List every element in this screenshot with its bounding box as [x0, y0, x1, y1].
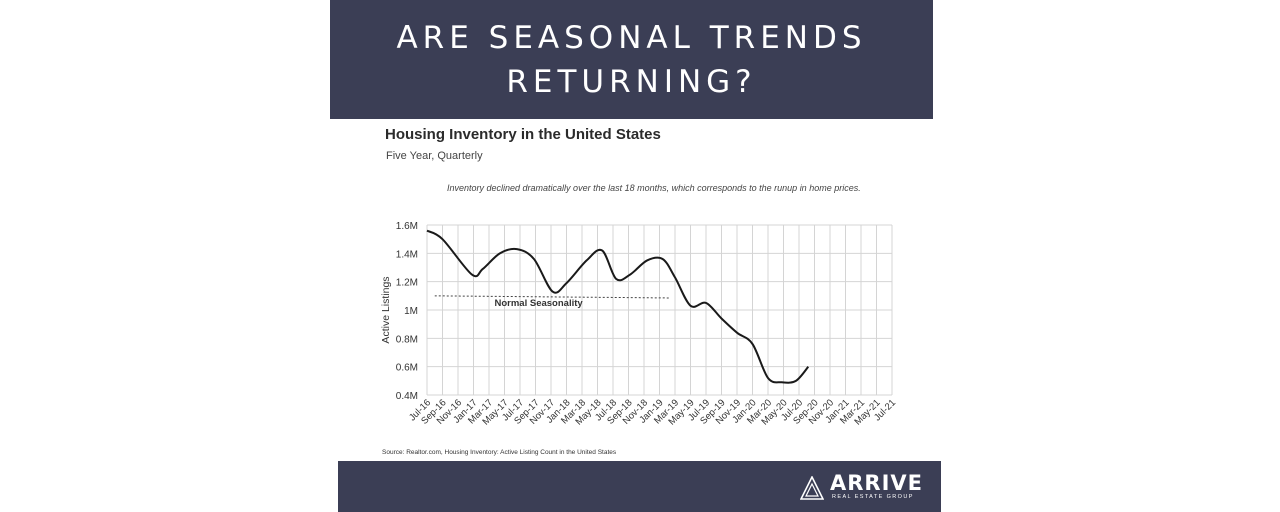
series-point [471, 273, 473, 275]
title-banner: ARE SEASONAL TRENDS RETURNING? [330, 0, 933, 119]
y-axis-label: Active Listings [380, 276, 392, 343]
y-tick-label: 0.8M [396, 334, 418, 345]
series-point [807, 365, 809, 367]
y-tick-label: 0.6M [396, 363, 418, 374]
y-tick-label: 1.4M [396, 249, 418, 260]
chart-subtitle: Five Year, Quarterly [386, 150, 483, 162]
series-point [781, 381, 783, 383]
series-point [551, 290, 553, 292]
chart-annotation: Inventory declined dramatically over the… [447, 183, 861, 193]
chart-source-note: Source: Realtor.com, Housing Inventory: … [382, 449, 617, 456]
brand-tagline: REAL ESTATE GROUP [832, 494, 914, 500]
series-point [736, 331, 738, 333]
banner-title-line-2: RETURNING? [506, 63, 757, 100]
series-point [720, 317, 722, 319]
series-point [533, 258, 535, 260]
chart-title: Housing Inventory in the United States [385, 126, 661, 143]
brand-name: ARRIVE [830, 471, 924, 495]
normal-seasonality-line [434, 295, 669, 299]
series-point [751, 343, 753, 345]
series-point [646, 259, 648, 261]
brand-footer: ARRIVE REAL ESTATE GROUP [338, 461, 941, 512]
line-chart: 1.6M1.4M1.2M1M0.8M0.6M0.4MJul-16Sep-16No… [380, 221, 898, 428]
inventory-series-line [426, 229, 810, 384]
series-point [705, 302, 707, 304]
series-point [426, 229, 428, 231]
series-point [767, 377, 769, 379]
y-tick-label: 1.2M [396, 278, 418, 289]
y-tick-label: 1.6M [396, 221, 418, 232]
arrive-logo-icon [800, 476, 824, 500]
series-point [615, 278, 617, 280]
series-point [516, 248, 518, 250]
series-point [601, 249, 603, 251]
series-point [795, 380, 797, 382]
series-point [585, 259, 587, 261]
series-point [629, 273, 631, 275]
series-point [661, 258, 663, 260]
series-point [441, 238, 443, 240]
series-point [499, 252, 501, 254]
y-tick-label: 1M [404, 306, 418, 317]
y-tick-label: 0.4M [396, 391, 418, 402]
normal-seasonality-label: Normal Seasonality [495, 298, 584, 309]
series-point [674, 276, 676, 278]
series-point [482, 268, 484, 270]
banner-title-line-1: ARE SEASONAL TRENDS [396, 19, 867, 56]
series-point [565, 282, 567, 284]
series-point [689, 305, 691, 307]
